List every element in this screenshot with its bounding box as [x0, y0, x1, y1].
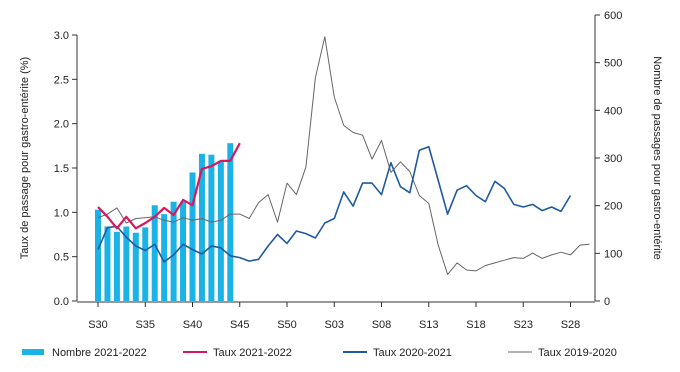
- y-left-tick-label: 0.0: [54, 296, 69, 308]
- y-left-tick-label: 1.5: [54, 163, 69, 175]
- axes-layer: 0.0 0.5 1.0 1.5 2.0 2.5 3.0 0 100 200 300 400 500 600…: [54, 10, 623, 331]
- y-right-tick-label: 600: [604, 10, 622, 22]
- bar: [180, 201, 187, 301]
- legend-label: Taux 2021-2022: [213, 347, 292, 359]
- bar: [142, 227, 149, 301]
- bar: [227, 143, 234, 301]
- bar: [123, 226, 130, 301]
- y-right-tick-label: 500: [604, 58, 622, 70]
- x-tick-label: S50: [277, 319, 297, 331]
- bar: [217, 160, 224, 301]
- y-left-tick-label: 2.0: [54, 119, 69, 131]
- y-right-tick-label: 0: [604, 296, 610, 308]
- legend-swatch-bar: [22, 349, 44, 355]
- series-line-taux-2019-2020: [97, 36, 590, 275]
- bar: [132, 232, 139, 301]
- series-line-taux-2020-2021: [97, 145, 572, 263]
- bars-layer: [95, 143, 234, 301]
- legend-label: Taux 2020-2021: [373, 347, 452, 359]
- bar: [208, 154, 215, 301]
- x-tick-label: S23: [513, 319, 533, 331]
- legend-label: Nombre 2021-2022: [52, 347, 147, 359]
- x-tick-label: S40: [183, 319, 203, 331]
- y-right-tick-label: 100: [604, 248, 622, 260]
- x-tick-label: S30: [88, 319, 108, 331]
- series-line-taux-2021-2022: [97, 142, 241, 230]
- y-left-tick-label: 3.0: [54, 30, 69, 42]
- bar: [151, 205, 158, 301]
- bar: [170, 201, 177, 301]
- y-right-tick-label: 200: [604, 201, 622, 213]
- x-tick-label: S13: [419, 319, 439, 331]
- x-tick-label: S45: [230, 319, 250, 331]
- y-left-tick-label: 1.0: [54, 207, 69, 219]
- y-right-tick-label: 300: [604, 153, 622, 165]
- y-right-tick-label: 400: [604, 105, 622, 117]
- bar: [189, 172, 196, 301]
- bar: [104, 226, 111, 301]
- bar: [113, 231, 120, 301]
- y-left-tick-label: 0.5: [54, 252, 69, 264]
- y-right-axis-title: Nombre de passages pour gastro-entérite: [651, 56, 663, 260]
- y-left-tick-label: 2.5: [54, 74, 69, 86]
- legend: Nombre 2021-2022 Taux 2021-2022 Taux 2020-…: [22, 347, 617, 359]
- bar: [95, 209, 101, 301]
- bar: [161, 214, 168, 301]
- legend-label: Taux 2019-2020: [538, 347, 617, 359]
- x-tick-label: S18: [466, 319, 486, 331]
- y-left-axis-title: Taux de passage pour gastro-entérite (%): [19, 57, 31, 259]
- x-tick-label: S08: [372, 319, 392, 331]
- bar: [198, 153, 205, 301]
- x-tick-label: S03: [324, 319, 344, 331]
- x-tick-label: S35: [135, 319, 155, 331]
- lines-layer: [97, 36, 590, 275]
- x-tick-label: S28: [561, 319, 581, 331]
